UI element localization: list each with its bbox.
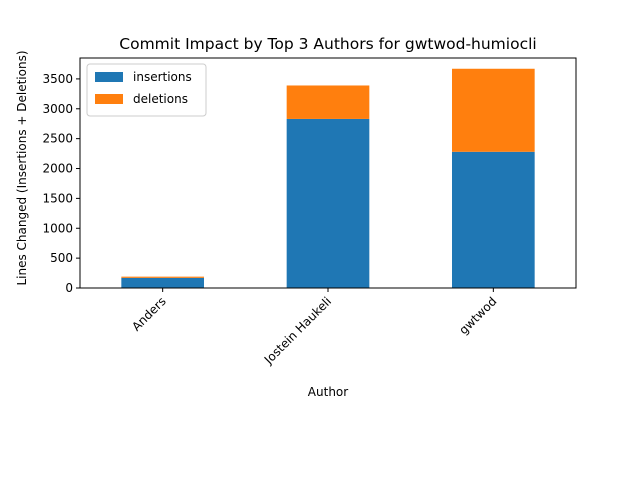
x-tick-label: gwtwod [456,294,499,337]
legend-swatch-insertions [95,72,123,82]
chart-title: Commit Impact by Top 3 Authors for gwtwo… [119,35,536,53]
legend-label-deletions: deletions [133,92,188,106]
bar-insertions [286,118,370,289]
bar-deletions [452,68,535,152]
y-tick-label: 500 [50,251,73,265]
bar-deletions [121,276,204,278]
y-tick-label: 0 [65,281,73,295]
x-axis-label: Author [308,385,348,399]
y-tick-label: 2000 [42,162,73,176]
bar-insertions [121,277,204,288]
bar-deletions [286,85,370,119]
bar-insertions [452,151,535,288]
y-tick-label: 3500 [42,72,73,86]
y-axis-label: Lines Changed (Insertions + Deletions) [15,50,29,285]
x-tick-label: Jostein Haukeli [261,294,334,367]
axes-frame [79,57,577,289]
x-tick-label: Anders [129,294,169,334]
y-tick-label: 1000 [42,221,73,235]
y-tick-label: 3000 [42,102,73,116]
legend-swatch-deletions [95,94,123,104]
legend-label-insertions: insertions [133,70,192,84]
y-tick-label: 1500 [42,191,73,205]
y-tick-label: 2500 [42,132,73,146]
legend: insertions deletions [86,63,207,117]
